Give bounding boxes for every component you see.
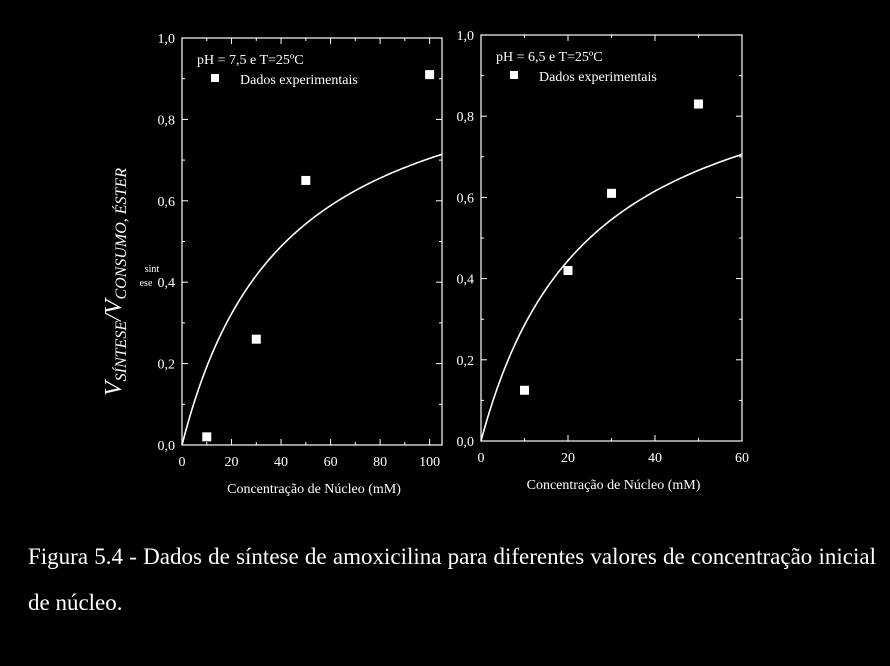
y-tick-label: 1,0 xyxy=(457,29,475,44)
y-tick-label: 0,0 xyxy=(158,439,176,454)
data-point xyxy=(251,334,261,344)
data-point xyxy=(563,265,573,275)
x-tick-label: 40 xyxy=(648,451,662,466)
y-tick-label: 0,2 xyxy=(158,358,176,373)
y-tick-label: 0,6 xyxy=(457,191,475,206)
condition-annotation: pH = 7,5 e T=25ºC xyxy=(197,53,304,68)
condition-annotation: pH = 6,5 e T=25ºC xyxy=(496,50,603,65)
y-tick-label: 0,8 xyxy=(158,113,176,128)
data-point xyxy=(425,70,435,80)
y-tick-label: 0,8 xyxy=(457,110,475,125)
y-label-fragment-bottom: ese xyxy=(140,278,153,289)
y-tick-label: 0,4 xyxy=(457,273,475,288)
x-tick-label: 60 xyxy=(324,455,338,470)
x-tick-label: 100 xyxy=(419,455,440,470)
x-tick-label: 80 xyxy=(373,455,387,470)
chart-2: 0,0 0,2 0,4 0,6 0,8 1,0 0 20 40 60 Concentração de… xyxy=(457,29,750,493)
legend-label: Dados experimentais xyxy=(539,70,657,85)
x-tick-label: 60 xyxy=(735,451,749,466)
y-tick-label: 0,2 xyxy=(457,354,475,369)
x-axis-label: Concentração de Núcleo (mM) xyxy=(527,478,701,493)
fit-curve xyxy=(480,153,743,442)
plot-frame xyxy=(181,37,443,446)
x-tick-label: 20 xyxy=(561,451,575,466)
legend-marker xyxy=(211,74,219,82)
y-axis-label: VSÍNTESE/VCONSUMO, ÉSTER xyxy=(101,168,130,396)
data-point xyxy=(694,99,703,109)
legend-label: Dados experimentais xyxy=(240,73,358,88)
y-label-fragment-top: sint xyxy=(145,264,160,275)
x-axis-label: Concentração de Núcleo (mM) xyxy=(227,482,401,497)
figure-caption: Figura 5.4 - Dados de síntese de amoxici… xyxy=(28,544,876,615)
x-tick-label: 0 xyxy=(179,455,186,470)
chart-1: 0,0 0,2 0,4 0,6 0,8 1,0 0 20 40 60 80 100 Concentraç… xyxy=(101,32,443,497)
x-tick-label: 40 xyxy=(274,455,288,470)
y-tick-label: 1,0 xyxy=(158,32,176,47)
y-tick-label: 0,6 xyxy=(158,195,176,210)
fit-curve xyxy=(181,153,443,446)
plot-frame xyxy=(480,34,743,442)
y-tick-label: 0,4 xyxy=(158,276,176,291)
data-point xyxy=(301,175,311,185)
data-point xyxy=(607,188,616,198)
legend-marker xyxy=(510,71,518,79)
x-tick-label: 0 xyxy=(478,451,485,466)
data-point xyxy=(520,385,529,395)
y-tick-label: 0,0 xyxy=(457,435,475,450)
figure: 0,0 0,2 0,4 0,6 0,8 1,0 0 20 40 60 80 100 Concentraç… xyxy=(101,29,750,497)
x-tick-label: 20 xyxy=(225,455,239,470)
data-point xyxy=(202,432,212,442)
